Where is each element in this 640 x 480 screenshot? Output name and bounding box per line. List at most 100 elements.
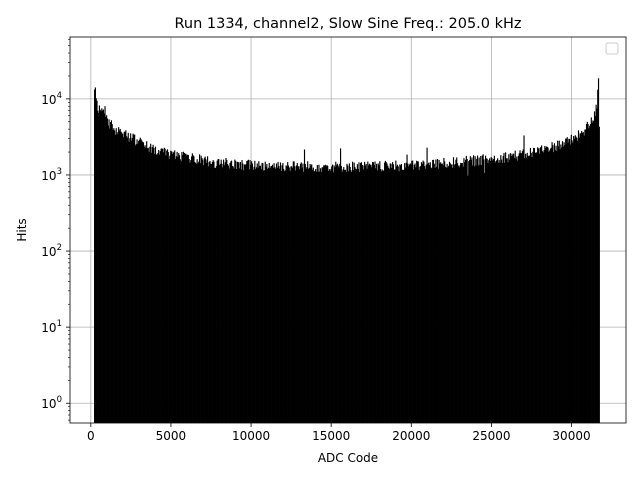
histogram-bar (253, 166, 255, 423)
histogram-bar (437, 168, 439, 423)
histogram-bar (142, 142, 145, 423)
x-tick-label: 25000 (472, 429, 510, 443)
histogram-bar (262, 163, 264, 423)
histogram-bar (355, 168, 357, 423)
histogram-bar (551, 142, 553, 423)
histogram-bar (529, 147, 532, 423)
histogram-bar (145, 147, 147, 423)
histogram-bar (310, 165, 312, 423)
histogram-bar (561, 147, 563, 423)
histogram-bar (371, 167, 373, 423)
histogram-bar (504, 162, 506, 423)
histogram-bar (462, 166, 464, 423)
x-tick-label: 30000 (552, 429, 590, 443)
y-tick-base: 10 (41, 245, 56, 259)
histogram-bar (118, 130, 121, 423)
histogram-bar (596, 108, 598, 424)
histogram-bar (137, 143, 139, 423)
histogram-bar (283, 171, 286, 423)
histogram-bar (423, 161, 425, 423)
y-tick-base: 10 (41, 397, 56, 411)
histogram-bar (354, 167, 356, 423)
histogram-bar (468, 161, 470, 423)
histogram-bar (501, 163, 503, 423)
histogram-bar (360, 163, 362, 423)
histogram-bar (170, 151, 173, 423)
histogram-bar (299, 163, 302, 424)
histogram-bar (304, 163, 306, 424)
histogram-bar (404, 167, 407, 423)
histogram-bar (223, 159, 225, 423)
histogram-bar (583, 135, 585, 423)
histogram-bar (198, 154, 201, 424)
histogram-bar (215, 167, 217, 423)
histogram-bar (211, 164, 213, 424)
histogram-bar (233, 168, 235, 423)
histogram-bar (578, 137, 580, 423)
histogram-bar (243, 170, 245, 423)
histogram-bar (123, 131, 125, 423)
histogram-bar (533, 147, 535, 423)
histogram-bar (465, 155, 467, 423)
histogram-bar (525, 153, 527, 423)
histogram-bar (114, 130, 116, 423)
histogram-bar (549, 148, 552, 423)
histogram-bar (477, 165, 479, 423)
histogram-bar (452, 167, 454, 423)
histogram-bar (247, 160, 249, 423)
histogram-bar (179, 159, 181, 424)
histogram-bar (301, 167, 303, 423)
histogram-bar (541, 151, 544, 424)
histogram-bar (593, 121, 595, 424)
histogram-bar (159, 151, 161, 423)
histogram-bar (557, 146, 560, 424)
histogram-bar (190, 156, 193, 423)
histogram-bar (556, 150, 558, 423)
histogram-bar (440, 162, 442, 424)
histogram-bar (215, 166, 217, 423)
histogram-bar (206, 162, 208, 423)
histogram-bar (227, 164, 229, 423)
histogram-bar (312, 167, 314, 423)
histogram-bar (494, 162, 496, 423)
histogram-bar (360, 162, 362, 423)
histogram-bar (505, 152, 507, 423)
histogram-bar (117, 132, 119, 423)
histogram-bar (388, 167, 390, 423)
histogram-bar (263, 170, 265, 423)
histogram-bar (458, 167, 460, 423)
histogram-bar (199, 163, 201, 423)
histogram-bar (342, 169, 344, 423)
histogram-bar (410, 164, 412, 424)
histogram-bar (142, 142, 144, 423)
histogram-bar (153, 147, 155, 423)
histogram-bar (359, 171, 361, 423)
histogram-bar (158, 149, 160, 424)
histogram-bar (428, 165, 431, 423)
histogram-bar (271, 164, 274, 424)
histogram-bar (126, 136, 128, 423)
histogram-bar (446, 163, 448, 423)
histogram-bar (589, 125, 591, 423)
histogram-bar (352, 161, 354, 424)
histogram-bar (319, 171, 321, 423)
histogram-bar (129, 138, 131, 423)
histogram-bar (178, 155, 181, 423)
histogram-bar (172, 151, 174, 423)
histogram-bar (343, 170, 346, 423)
y-tick-label: 102 (41, 243, 62, 259)
histogram-bar (295, 165, 298, 423)
histogram-bar (509, 159, 511, 423)
histogram-bar (234, 159, 236, 423)
histogram-bar (460, 162, 462, 423)
histogram-bar (125, 130, 127, 424)
histogram-bar (130, 140, 133, 423)
histogram-bar (223, 165, 225, 423)
histogram-bar (390, 163, 392, 423)
histogram-bar (585, 124, 588, 424)
histogram-bar (288, 167, 290, 423)
histogram-bar (442, 165, 444, 423)
histogram-bar (594, 115, 596, 423)
histogram-bar (127, 132, 129, 424)
y-tick-label: 100 (41, 395, 62, 411)
